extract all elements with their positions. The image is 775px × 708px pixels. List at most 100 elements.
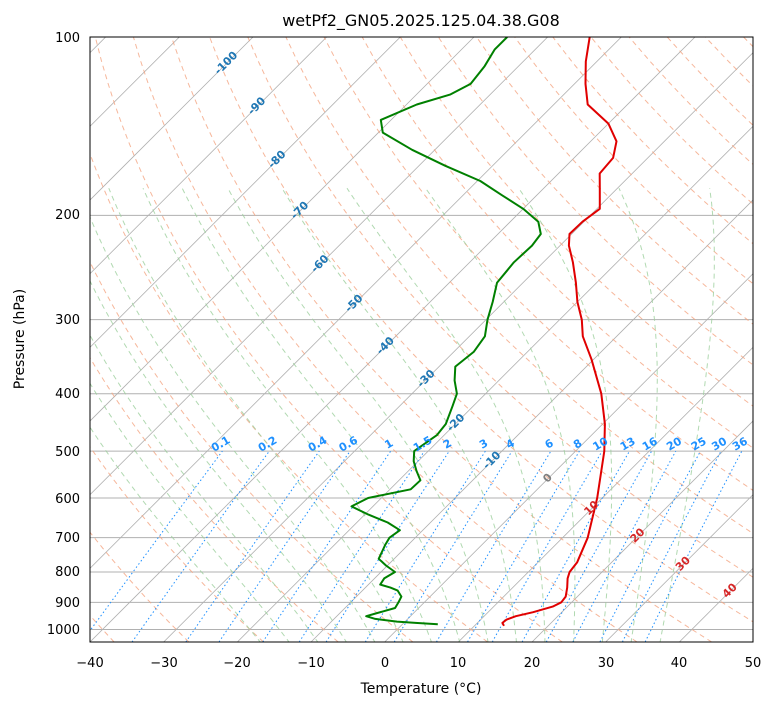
x-tick-label: −20 xyxy=(223,656,250,671)
isotherm-label: -90 xyxy=(245,94,268,117)
dry-adiabat-line xyxy=(94,37,563,642)
isotherm-line xyxy=(90,37,696,642)
moist-adiabat-line xyxy=(90,334,319,642)
isotherm-line xyxy=(90,37,254,201)
isotherm-line xyxy=(90,37,622,569)
mixing-ratio-line xyxy=(90,450,223,632)
y-tick-label: 500 xyxy=(55,445,80,460)
moist-adiabat-line xyxy=(618,187,658,642)
dry-adiabat-line xyxy=(323,37,753,491)
dry-adiabat-line xyxy=(437,37,753,366)
dry-adiabat-line xyxy=(514,37,753,285)
isotherm-line xyxy=(90,37,180,127)
isotherm-label: 10 xyxy=(581,498,601,518)
chart-title: wetPf2_GN05.2025.125.04.38.G08 xyxy=(282,11,560,31)
y-tick-label: 900 xyxy=(55,596,80,611)
line-labels: 0.1 0.2 0.4 0.6 1 1.5 2 3 4 6 8 10 13 16 20 25 30 36-100-… xyxy=(209,48,750,600)
dry-adiabat-line xyxy=(666,37,753,126)
dry-adiabat-line xyxy=(476,37,753,325)
mixing-ratio-line xyxy=(545,450,653,642)
isotherm-line xyxy=(0,10,59,642)
mixing-ratio-label: 3 xyxy=(477,437,490,452)
y-axis: 100 200 300 400 500 600 700 800 900 1000 xyxy=(47,31,80,638)
moist-adiabat-line xyxy=(346,187,546,642)
temperature-profile xyxy=(501,37,618,627)
isotherm-line xyxy=(458,346,753,642)
isotherm-label: 30 xyxy=(673,553,693,573)
y-tick-label: 100 xyxy=(55,31,80,46)
dry-adiabat-line xyxy=(704,37,753,87)
moist-adiabat-line xyxy=(518,187,613,642)
dry-adiabat-line xyxy=(742,37,753,48)
moist-adiabat-line xyxy=(659,188,715,642)
isotherm-line xyxy=(90,37,328,275)
isotherm-label: -10 xyxy=(480,448,503,471)
moist-adiabat-line xyxy=(281,187,518,642)
isotherm-line xyxy=(679,567,753,642)
y-axis-label: Pressure (hPa) xyxy=(12,289,28,389)
y-tick-label: 800 xyxy=(55,565,80,580)
x-tick-label: 30 xyxy=(598,656,615,671)
moist-adiabat-line xyxy=(142,187,432,642)
isotherm-label: -20 xyxy=(444,411,467,434)
mixing-ratio-line xyxy=(298,450,425,642)
y-tick-label: 1000 xyxy=(47,623,80,638)
isotherm-line xyxy=(90,37,475,422)
isotherm-line xyxy=(310,199,753,642)
isotherm-label: -100 xyxy=(212,48,241,77)
mixing-ratio-label: 4 xyxy=(504,436,517,451)
isotherm-label: -30 xyxy=(414,367,437,390)
y-tick-label: 600 xyxy=(55,492,80,507)
isotherm-line xyxy=(90,37,401,348)
moist-adiabat-line xyxy=(90,426,261,642)
isotherm-label: 0 xyxy=(540,471,555,486)
dry-adiabat-line xyxy=(90,531,190,642)
isotherm-line xyxy=(384,273,753,642)
dry-adiabat-line xyxy=(209,37,753,623)
y-tick-label: 200 xyxy=(55,208,80,223)
isotherm-line xyxy=(531,420,753,642)
dry-adiabat-line xyxy=(90,260,414,642)
x-axis-label: Temperature (°C) xyxy=(360,681,482,697)
dry-adiabat-line xyxy=(132,37,638,642)
dry-adiabat-line xyxy=(170,37,712,642)
isotherm-label: -40 xyxy=(374,334,397,357)
isotherm-line xyxy=(90,37,549,496)
background-lines xyxy=(0,10,775,642)
mixing-ratio-line xyxy=(185,450,320,642)
isotherm-label: -80 xyxy=(265,148,288,171)
x-tick-label: −40 xyxy=(76,656,103,671)
mixing-ratio-line xyxy=(131,450,270,642)
x-tick-label: −30 xyxy=(150,656,177,671)
moist-adiabat-line xyxy=(90,215,376,642)
dry-adiabat-line xyxy=(361,37,753,449)
isotherm-label: -50 xyxy=(342,292,365,315)
profiles xyxy=(350,37,618,627)
moist-adiabat-line xyxy=(425,187,576,642)
isotherm-line xyxy=(605,494,753,642)
mixing-ratio-label: 6 xyxy=(543,436,556,451)
mixing-ratio-line xyxy=(218,450,351,642)
dry-adiabat-line xyxy=(90,446,264,642)
moist-adiabat-line xyxy=(90,279,347,642)
dry-adiabat-line xyxy=(90,152,488,642)
mixing-ratio-line xyxy=(325,450,450,642)
dewpoint-profile xyxy=(350,37,542,626)
moist-adiabat-line xyxy=(181,187,461,642)
moist-adiabat-line xyxy=(90,382,290,642)
x-tick-label: 20 xyxy=(524,656,541,671)
isotherm-line xyxy=(752,641,753,642)
dry-adiabat-line xyxy=(755,10,775,642)
mixing-ratio-line xyxy=(644,450,743,642)
dry-adiabat-line xyxy=(590,37,753,205)
isotherm-line xyxy=(163,52,753,642)
isotherm-label: -60 xyxy=(308,252,331,275)
mixing-ratio-line xyxy=(599,450,701,642)
dry-adiabat-line xyxy=(628,37,753,166)
y-tick-label: 300 xyxy=(55,313,80,328)
dry-adiabat-line xyxy=(552,37,753,245)
isotherm-label: -70 xyxy=(288,199,311,222)
x-axis: −40 −30 −20 −10 0 10 20 30 40 50 xyxy=(76,656,761,671)
isotherm-label: 40 xyxy=(720,580,740,600)
